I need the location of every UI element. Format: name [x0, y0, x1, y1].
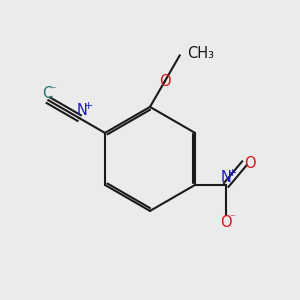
Text: O: O [220, 215, 232, 230]
Text: O: O [159, 74, 171, 89]
Text: N: N [221, 170, 232, 185]
Text: N: N [76, 103, 87, 118]
Text: ⁻: ⁻ [50, 85, 56, 95]
Text: +: + [83, 101, 93, 112]
Text: ⁻: ⁻ [229, 213, 235, 223]
Text: CH₃: CH₃ [187, 46, 214, 61]
Text: +: + [228, 168, 238, 178]
Text: C: C [42, 86, 52, 101]
Text: O: O [244, 156, 256, 171]
